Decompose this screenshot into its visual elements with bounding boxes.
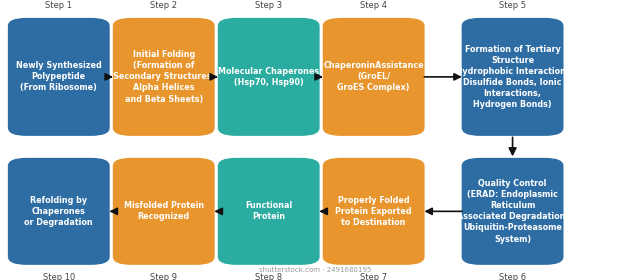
Text: shutterstock.com · 2491680195: shutterstock.com · 2491680195 <box>259 267 371 273</box>
FancyBboxPatch shape <box>323 158 425 265</box>
FancyBboxPatch shape <box>113 158 215 265</box>
FancyBboxPatch shape <box>113 18 215 136</box>
FancyBboxPatch shape <box>462 158 563 265</box>
FancyBboxPatch shape <box>218 18 319 136</box>
Text: Step 7: Step 7 <box>360 273 387 280</box>
Text: Formation of Tertiary
Structure
(Hydrophobic Interactions,
Disulfide Bonds, Ioni: Formation of Tertiary Structure (Hydroph… <box>452 45 573 109</box>
Text: Step 1: Step 1 <box>45 1 72 10</box>
Text: Step 8: Step 8 <box>255 273 282 280</box>
Text: Step 3: Step 3 <box>255 1 282 10</box>
Text: Initial Folding
(Formation of
Secondary Structures:
Alpha Helices
and Beta Sheet: Initial Folding (Formation of Secondary … <box>113 50 215 104</box>
Text: ChaperoninAssistance
(GroEL/
GroES Complex): ChaperoninAssistance (GroEL/ GroES Compl… <box>323 61 424 92</box>
Text: Step 2: Step 2 <box>150 1 177 10</box>
Text: Step 5: Step 5 <box>499 1 526 10</box>
Text: Newly Synthesized
Polypeptide
(From Ribosome): Newly Synthesized Polypeptide (From Ribo… <box>16 61 101 92</box>
FancyBboxPatch shape <box>218 158 319 265</box>
Text: Molecular Chaperones
(Hsp70, Hsp90): Molecular Chaperones (Hsp70, Hsp90) <box>218 67 319 87</box>
FancyBboxPatch shape <box>462 18 563 136</box>
FancyBboxPatch shape <box>323 18 425 136</box>
Text: Step 6: Step 6 <box>499 273 526 280</box>
Text: Functional
Protein: Functional Protein <box>245 201 292 221</box>
Text: Misfolded Protein
Recognized: Misfolded Protein Recognized <box>123 201 203 221</box>
FancyBboxPatch shape <box>8 18 110 136</box>
Text: Quality Control
(ERAD: Endoplasmic
Reticulum
Associated Degradation,
Ubiquitin-P: Quality Control (ERAD: Endoplasmic Retic… <box>457 179 568 244</box>
FancyBboxPatch shape <box>8 158 110 265</box>
Text: Step 10: Step 10 <box>43 273 75 280</box>
Text: Step 4: Step 4 <box>360 1 387 10</box>
Text: Properly Folded
Protein Exported
to Destination: Properly Folded Protein Exported to Dest… <box>335 196 412 227</box>
Text: Step 9: Step 9 <box>150 273 177 280</box>
Text: Refolding by
Chaperones
or Degradation: Refolding by Chaperones or Degradation <box>25 196 93 227</box>
